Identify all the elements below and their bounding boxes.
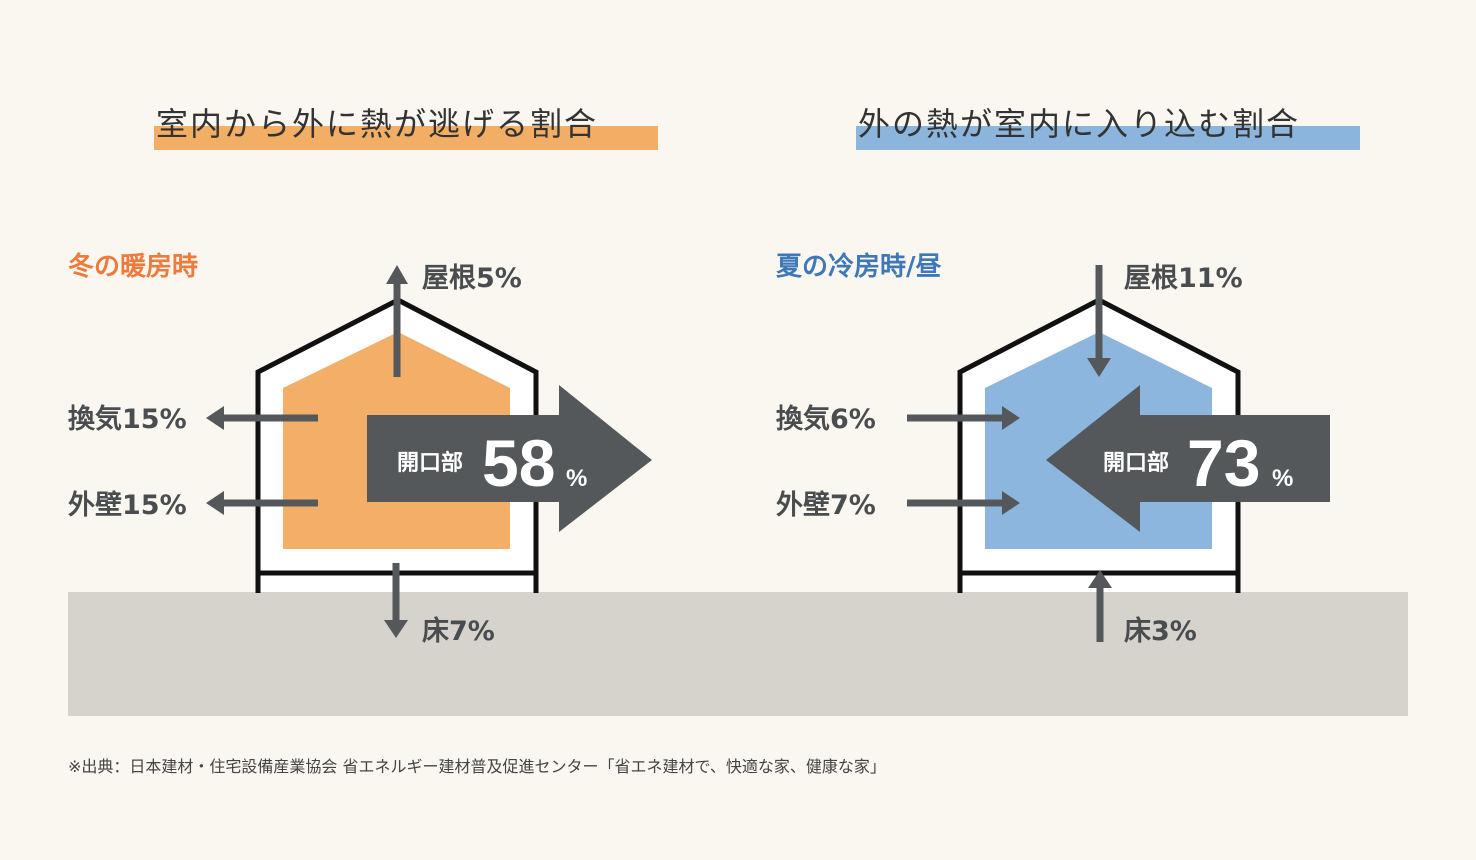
left-opening-unit: %: [566, 465, 587, 492]
left-subtitle: 冬の暖房時: [68, 252, 198, 282]
right-ventilation-label: 換気6%: [776, 403, 876, 435]
left-arrows: [206, 265, 652, 638]
opening-arrow: [367, 385, 652, 532]
left-floor-label: 床7%: [422, 615, 495, 647]
left-roof-label: 屋根5%: [422, 263, 522, 294]
right-title-highlight: [856, 126, 1360, 150]
left-ventilation-label: 換気15%: [68, 403, 187, 435]
source-note: ※出典：日本建材・住宅設備産業協会 省エネルギー建材普及促進センター「省エネ建材…: [68, 757, 886, 776]
right-floor-label: 床3%: [1124, 615, 1197, 647]
right-wall-label: 外壁7%: [776, 490, 876, 521]
right-roof-label: 屋根11%: [1124, 263, 1243, 294]
ground: [68, 592, 1408, 716]
right-title: 外の熱が室内に入り込む割合: [858, 105, 1300, 143]
left-wall-label: 外壁15%: [68, 490, 187, 521]
left-title: 室内から外に熱が逃げる割合: [156, 105, 598, 143]
right-opening-unit: %: [1272, 465, 1293, 492]
left-opening-label: 開口部: [397, 450, 463, 475]
opening-arrow: [1046, 385, 1330, 532]
right-subtitle: 夏の冷房時/昼: [776, 251, 942, 282]
right-opening-label: 開口部: [1103, 450, 1169, 475]
left-opening-value: 58: [482, 426, 555, 500]
right-opening-value: 73: [1187, 426, 1260, 500]
left-title-highlight: [154, 126, 658, 150]
right-arrows: [907, 265, 1330, 642]
